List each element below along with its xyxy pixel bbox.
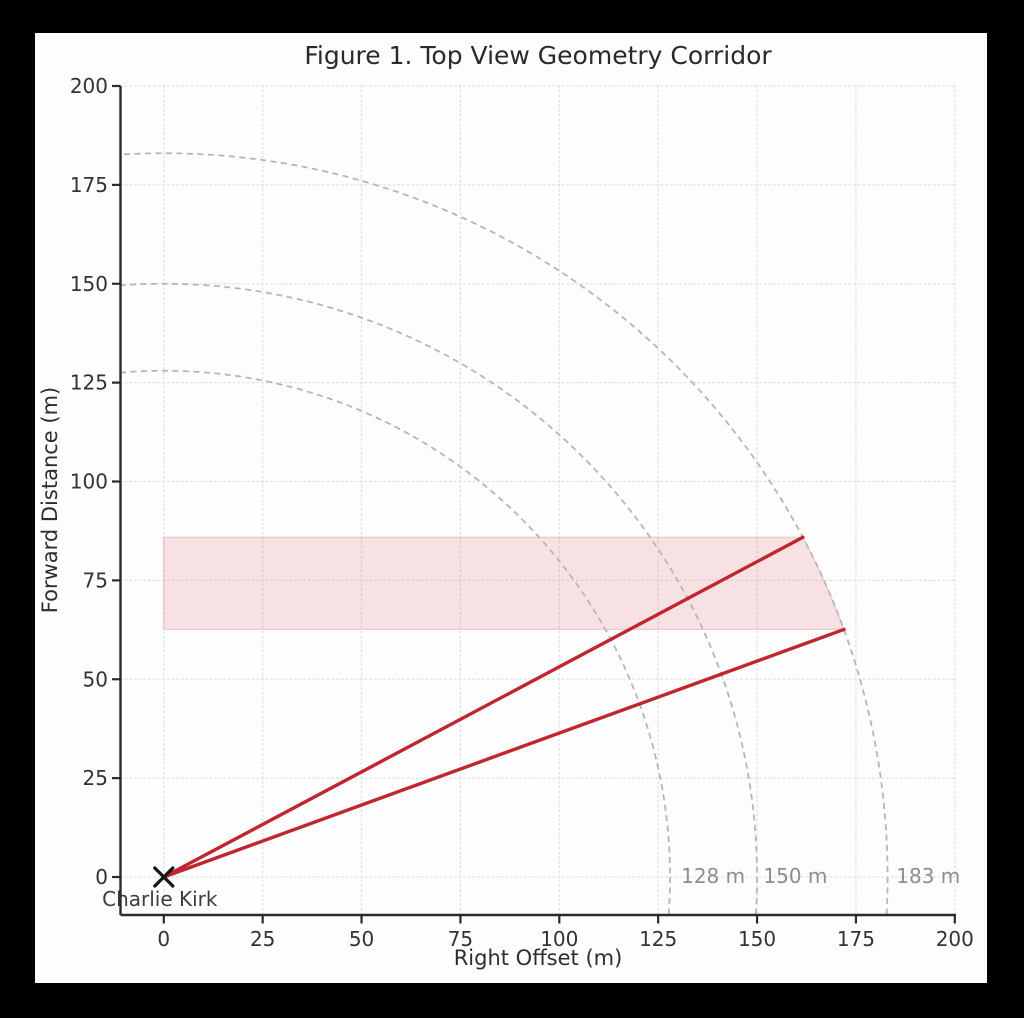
y-tick-label: 125 [70, 371, 108, 395]
upper-corridor-line [162, 535, 805, 879]
grid-layer [119, 85, 957, 916]
y-tick-label: 200 [70, 74, 108, 98]
lower-corridor-line [162, 627, 846, 879]
origin-x-marker [153, 866, 175, 888]
x-tick-label: 0 [157, 927, 170, 951]
chart-title: Figure 1. Top View Geometry Corridor [304, 41, 772, 70]
y-tick-label: 75 [83, 568, 108, 592]
range-arc [120, 152, 889, 915]
y-tick-label: 150 [70, 272, 108, 296]
y-tick-label: 175 [70, 173, 108, 197]
range-arc-label: 150 m [763, 864, 827, 888]
data-layer [120, 152, 889, 915]
x-tick-label: 50 [349, 927, 374, 951]
axes-layer: 0 25 50 75 100 125 150 175 200 0 25 50 75 100 125 150 17… [70, 74, 974, 951]
y-axis-label: Forward Distance (m) [38, 387, 62, 613]
x-tick-label: 175 [837, 927, 875, 951]
y-tick-label: 25 [83, 766, 108, 790]
range-arc [120, 283, 758, 915]
x-tick-label: 200 [936, 927, 974, 951]
x-tick-label: 75 [448, 927, 473, 951]
x-tick-label: 150 [738, 927, 776, 951]
range-arc [120, 370, 671, 915]
x-axis-label: Right Offset (m) [454, 946, 623, 970]
range-arc-label: 128 m [681, 864, 745, 888]
x-tick-label: 25 [250, 927, 275, 951]
y-tick-label: 0 [95, 865, 108, 889]
range-arc-label: 183 m [896, 864, 960, 888]
x-tick-label: 125 [639, 927, 677, 951]
y-tick-label: 50 [83, 667, 108, 691]
y-tick-label: 100 [70, 470, 108, 494]
x-tick-label: 100 [540, 927, 578, 951]
figure-background [35, 33, 987, 983]
corridor-band [163, 536, 845, 630]
